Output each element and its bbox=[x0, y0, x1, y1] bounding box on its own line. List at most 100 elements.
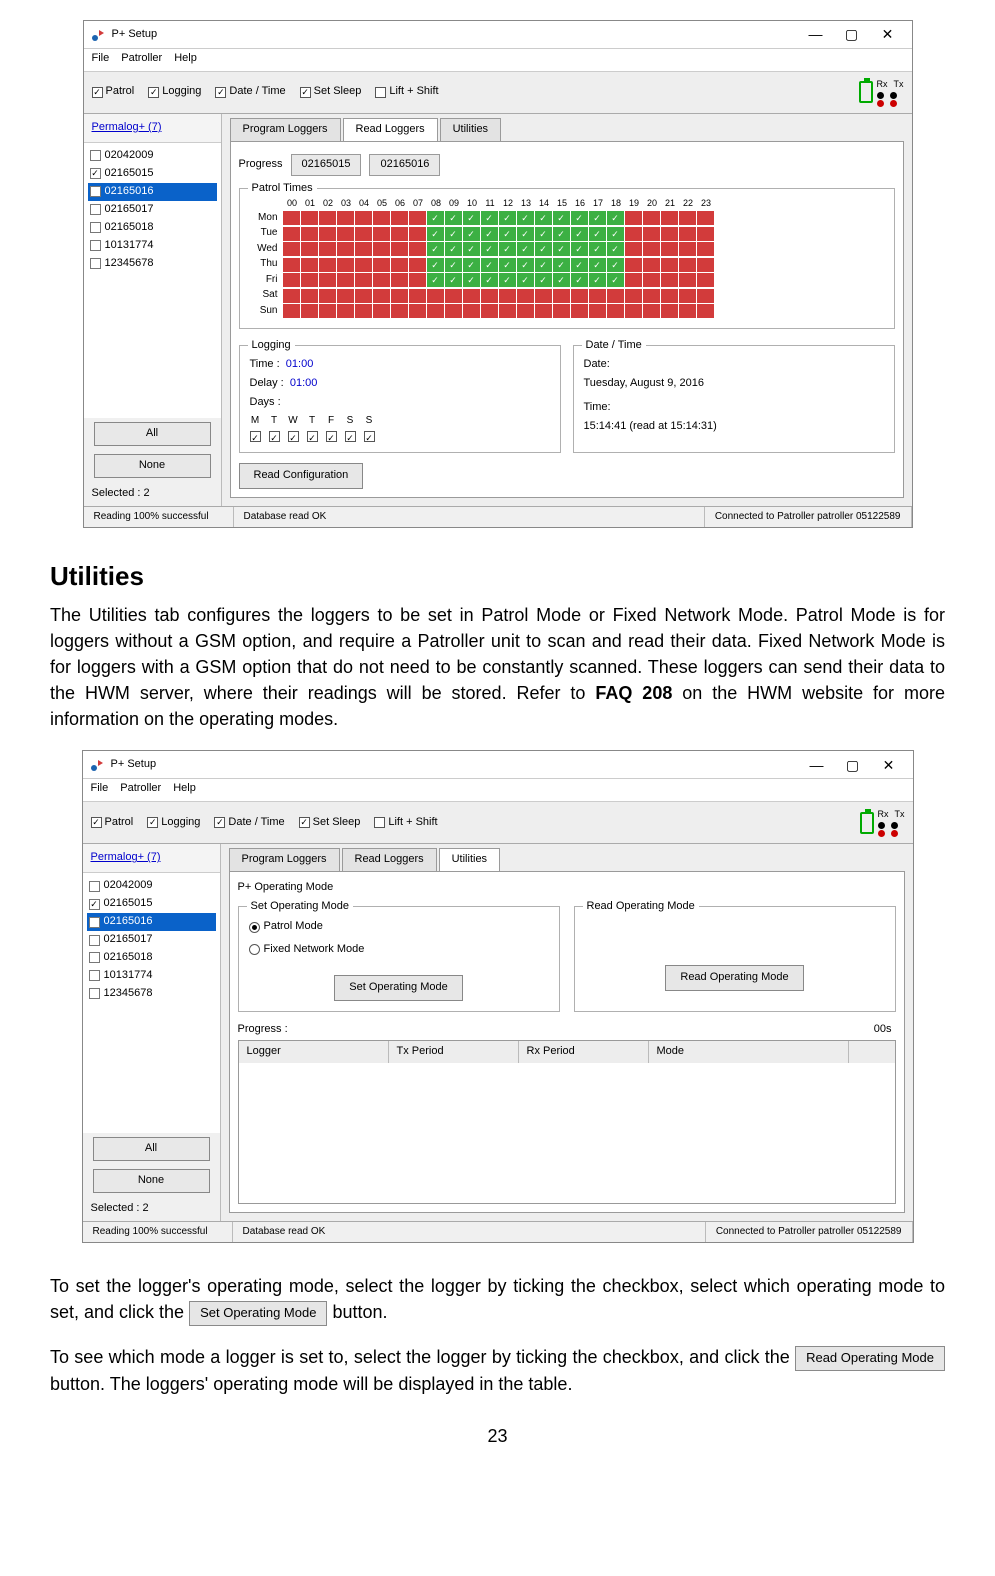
app-icon bbox=[89, 757, 105, 773]
menu-file[interactable]: File bbox=[92, 51, 110, 67]
read-operating-mode-box: Read Operating Mode Read Operating Mode bbox=[574, 906, 896, 1012]
logging-checkbox[interactable]: ✓Logging bbox=[147, 815, 200, 831]
menu-help[interactable]: Help bbox=[174, 51, 197, 67]
main-panel: Program Loggers Read Loggers Utilities P… bbox=[222, 114, 912, 506]
paragraph-1: The Utilities tab configures the loggers… bbox=[50, 602, 945, 732]
selected-count: Selected : 2 bbox=[83, 1197, 220, 1221]
page-number: 23 bbox=[50, 1423, 945, 1449]
days-checkboxes[interactable]: M✓T✓W✓T✓F✓S✓S✓ bbox=[250, 414, 550, 442]
list-item[interactable]: 02042009 bbox=[88, 147, 217, 165]
section-heading: Utilities bbox=[50, 558, 945, 596]
datetime-checkbox[interactable]: ✓Date / Time bbox=[214, 815, 284, 831]
status-left: Reading 100% successful bbox=[83, 1222, 233, 1243]
list-item[interactable]: ✓02165016 bbox=[87, 913, 216, 931]
table-body bbox=[239, 1063, 895, 1203]
list-item[interactable]: ✓02165015 bbox=[87, 895, 216, 913]
minimize-button[interactable]: — bbox=[799, 755, 835, 775]
title-bar: P+ Setup — ▢ ✕ bbox=[84, 21, 912, 49]
selected-count: Selected : 2 bbox=[84, 482, 221, 506]
main-panel: Program Loggers Read Loggers Utilities P… bbox=[221, 844, 913, 1221]
liftshift-checkbox[interactable]: Lift + Shift bbox=[375, 84, 438, 100]
list-item[interactable]: 02165018 bbox=[87, 949, 216, 967]
list-item[interactable]: 02165017 bbox=[87, 931, 216, 949]
window-title: P+ Setup bbox=[111, 757, 799, 773]
fixed-network-radio[interactable]: Fixed Network Mode bbox=[249, 942, 365, 958]
patrol-checkbox[interactable]: ✓Patrol bbox=[92, 84, 135, 100]
setsleep-checkbox[interactable]: ✓Set Sleep bbox=[300, 84, 362, 100]
all-button[interactable]: All bbox=[94, 422, 211, 446]
paragraph-3: To see which mode a logger is set to, se… bbox=[50, 1344, 945, 1397]
app-icon bbox=[90, 27, 106, 43]
battery-icon bbox=[860, 812, 874, 834]
read-configuration-button[interactable]: Read Configuration bbox=[239, 463, 364, 489]
menu-bar: File Patroller Help bbox=[84, 49, 912, 72]
progress-time: 00s bbox=[870, 1022, 896, 1038]
list-item[interactable]: 02165017 bbox=[88, 201, 217, 219]
status-mid: Database read OK bbox=[233, 1222, 706, 1243]
status-right: Connected to Patroller patroller 0512258… bbox=[706, 1222, 913, 1243]
window-title: P+ Setup bbox=[112, 27, 798, 43]
list-item[interactable]: 10131774 bbox=[88, 237, 217, 255]
rx-tx-indicator: RxTx bbox=[859, 78, 904, 107]
permalog-link[interactable]: Permalog+ (7) bbox=[84, 114, 221, 143]
table-header: LoggerTx PeriodRx PeriodMode bbox=[239, 1041, 895, 1063]
list-item[interactable]: 02165018 bbox=[88, 219, 217, 237]
logging-checkbox[interactable]: ✓Logging bbox=[148, 84, 201, 100]
list-item[interactable]: ✓02165016 bbox=[88, 183, 217, 201]
none-button[interactable]: None bbox=[93, 1169, 210, 1193]
list-item[interactable]: 12345678 bbox=[88, 255, 217, 273]
status-bar: Reading 100% successful Database read OK… bbox=[83, 1221, 913, 1243]
datetime-checkbox[interactable]: ✓Date / Time bbox=[215, 84, 285, 100]
list-item[interactable]: 12345678 bbox=[87, 985, 216, 1003]
options-bar: ✓Patrol ✓Logging ✓Date / Time ✓Set Sleep… bbox=[83, 802, 913, 844]
tab-strip: Program Loggers Read Loggers Utilities bbox=[230, 118, 904, 141]
progress-table: LoggerTx PeriodRx PeriodMode bbox=[238, 1040, 896, 1204]
tab-utilities[interactable]: Utilities bbox=[440, 118, 501, 141]
list-item[interactable]: 10131774 bbox=[87, 967, 216, 985]
progress-label: Progress bbox=[239, 157, 283, 173]
liftshift-checkbox[interactable]: Lift + Shift bbox=[374, 815, 437, 831]
minimize-button[interactable]: — bbox=[798, 24, 834, 44]
options-bar: ✓Patrol ✓Logging ✓Date / Time ✓Set Sleep… bbox=[84, 72, 912, 114]
hours-header: 0001020304050607080910111213141516171819… bbox=[284, 197, 884, 210]
menu-file[interactable]: File bbox=[91, 781, 109, 797]
permalog-link[interactable]: Permalog+ (7) bbox=[83, 844, 220, 873]
set-operating-mode-button[interactable]: Set Operating Mode bbox=[334, 975, 462, 1001]
rx-tx-indicator: RxTx bbox=[860, 808, 905, 837]
progress-tab-1[interactable]: 02165015 bbox=[291, 154, 362, 176]
close-button[interactable]: ✕ bbox=[870, 24, 906, 44]
menu-help[interactable]: Help bbox=[173, 781, 196, 797]
inline-set-mode-button: Set Operating Mode bbox=[189, 1301, 327, 1326]
paragraph-2: To set the logger's operating mode, sele… bbox=[50, 1273, 945, 1326]
close-button[interactable]: ✕ bbox=[871, 755, 907, 775]
tab-read[interactable]: Read Loggers bbox=[342, 848, 437, 871]
maximize-button[interactable]: ▢ bbox=[834, 24, 870, 44]
tab-program[interactable]: Program Loggers bbox=[229, 848, 340, 871]
screenshot-read-loggers: P+ Setup — ▢ ✕ File Patroller Help ✓Patr… bbox=[83, 20, 913, 528]
tab-utilities[interactable]: Utilities bbox=[439, 848, 500, 871]
progress-row: Progress 02165015 02165016 bbox=[239, 150, 895, 184]
datetime-box: Date / Time Date: Tuesday, August 9, 201… bbox=[573, 345, 895, 452]
none-button[interactable]: None bbox=[94, 454, 211, 478]
patrol-mode-radio[interactable]: Patrol Mode bbox=[249, 919, 323, 935]
logger-list: 02042009✓02165015✓0216501602165017021650… bbox=[83, 873, 220, 1133]
battery-icon bbox=[859, 81, 873, 103]
menu-patroller[interactable]: Patroller bbox=[121, 51, 162, 67]
tab-read[interactable]: Read Loggers bbox=[343, 118, 438, 141]
all-button[interactable]: All bbox=[93, 1137, 210, 1161]
patrol-checkbox[interactable]: ✓Patrol bbox=[91, 815, 134, 831]
maximize-button[interactable]: ▢ bbox=[835, 755, 871, 775]
tab-program[interactable]: Program Loggers bbox=[230, 118, 341, 141]
read-operating-mode-button[interactable]: Read Operating Mode bbox=[665, 965, 803, 991]
list-item[interactable]: 02042009 bbox=[87, 877, 216, 895]
setsleep-checkbox[interactable]: ✓Set Sleep bbox=[299, 815, 361, 831]
patrol-grid[interactable]: Mon✓✓✓✓✓✓✓✓✓✓✓Tue✓✓✓✓✓✓✓✓✓✓✓Wed✓✓✓✓✓✓✓✓✓… bbox=[250, 211, 884, 319]
menu-patroller[interactable]: Patroller bbox=[120, 781, 161, 797]
status-mid: Database read OK bbox=[234, 507, 705, 528]
set-operating-mode-box: Set Operating Mode Patrol Mode Fixed Net… bbox=[238, 906, 560, 1012]
title-bar: P+ Setup — ▢ ✕ bbox=[83, 751, 913, 779]
progress-label-row: Progress : 00s bbox=[238, 1022, 896, 1038]
progress-tab-2[interactable]: 02165016 bbox=[369, 154, 440, 176]
menu-bar: File Patroller Help bbox=[83, 779, 913, 802]
list-item[interactable]: ✓02165015 bbox=[88, 165, 217, 183]
